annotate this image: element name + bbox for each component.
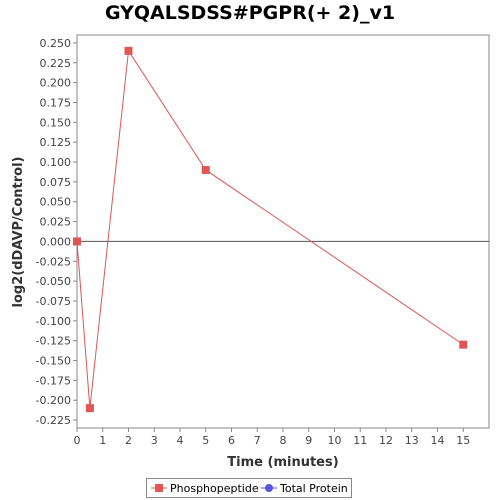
x-tick-label: 11 [353, 434, 367, 447]
y-tick-label: -0.225 [36, 414, 71, 427]
y-tick-label: 0.200 [40, 77, 72, 90]
legend-item-total-protein: Total Protein [261, 481, 348, 495]
y-tick-label: -0.200 [36, 394, 71, 407]
y-tick-label: -0.050 [36, 275, 71, 288]
legend-circle-marker-icon [261, 484, 277, 492]
x-axis-title: Time (minutes) [227, 455, 338, 470]
y-tick-label: 0.000 [40, 235, 72, 248]
y-tick-label: -0.075 [36, 295, 71, 308]
x-tick-label: 1 [99, 434, 106, 447]
y-tick-label: 0.025 [40, 216, 72, 229]
y-tick-label: -0.025 [36, 255, 71, 268]
y-tick-label: -0.100 [36, 315, 71, 328]
x-tick-label: 15 [456, 434, 470, 447]
y-tick-label: 0.175 [40, 96, 72, 109]
data-point [459, 340, 468, 349]
data-point [124, 46, 133, 55]
x-tick-label: 10 [328, 434, 342, 447]
y-tick-label: -0.150 [36, 355, 71, 368]
legend-label-total-protein: Total Protein [280, 481, 348, 495]
y-tick-label: 0.225 [40, 57, 72, 70]
x-tick-label: 2 [125, 434, 132, 447]
y-tick-label: 0.100 [40, 156, 72, 169]
data-point [85, 404, 94, 413]
x-tick-label: 9 [305, 434, 312, 447]
x-tick-label: 6 [228, 434, 235, 447]
y-tick-label: -0.175 [36, 374, 71, 387]
x-tick-label: 8 [280, 434, 287, 447]
x-tick-label: 3 [151, 434, 158, 447]
y-tick-label: 0.050 [40, 196, 72, 209]
y-tick-label: -0.125 [36, 335, 71, 348]
legend-square-marker-icon [151, 484, 167, 492]
x-tick-label: 12 [379, 434, 393, 447]
legend: Phosphopeptide Total Protein [146, 478, 352, 498]
legend-item-phosphopeptide: Phosphopeptide [151, 481, 259, 495]
y-tick-label: 0.250 [40, 37, 72, 50]
x-tick-label: 4 [177, 434, 184, 447]
legend-label-phosphopeptide: Phosphopeptide [170, 481, 259, 495]
x-tick-label: 13 [405, 434, 419, 447]
y-tick-label: 0.075 [40, 176, 72, 189]
data-point [201, 165, 210, 174]
y-axis-title: log2(dDAVP/Control) [11, 157, 26, 308]
x-tick-label: 5 [202, 434, 209, 447]
x-tick-label: 14 [431, 434, 445, 447]
data-point [73, 237, 81, 246]
y-tick-label: 0.125 [40, 136, 72, 149]
plot-area [76, 34, 490, 429]
y-tick-label: 0.150 [40, 116, 72, 129]
chart-title: GYQALSDSS#PGPR(+ 2)_v1 [104, 2, 396, 24]
series-group [73, 46, 468, 413]
x-tick-label: 0 [74, 434, 81, 447]
x-tick-label: 7 [254, 434, 261, 447]
axes: -0.225 -0.200 -0.175 -0.150 -0.125 -0.100 -0.0… [36, 37, 471, 447]
